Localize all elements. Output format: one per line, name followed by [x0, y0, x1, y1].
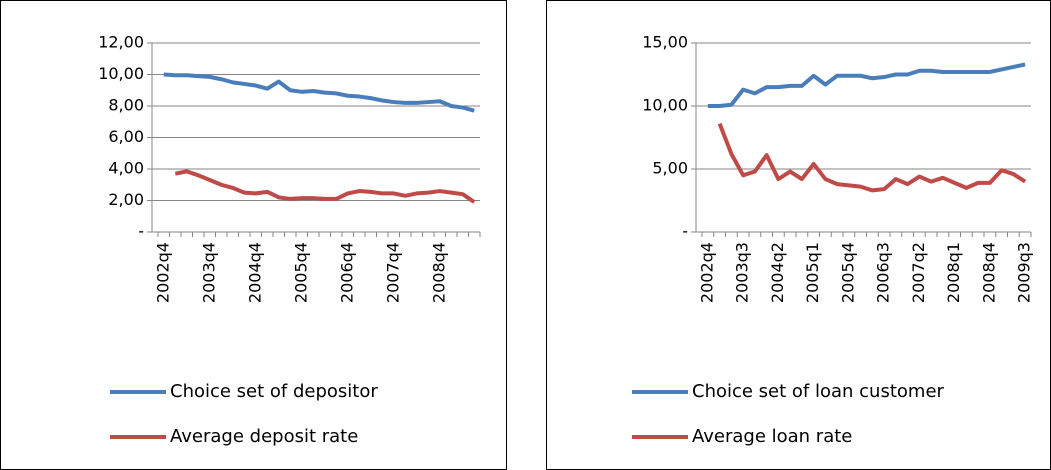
- chart-frame: [546, 0, 1051, 470]
- x-tick-label: 2004q4: [245, 242, 264, 303]
- legend-label: Average deposit rate: [170, 426, 358, 447]
- y-tick-label: 15,00: [642, 33, 688, 52]
- line-series: [174, 169, 476, 204]
- x-tick-label: 2002q4: [153, 242, 172, 303]
- line-series: [707, 62, 1026, 108]
- x-tick-label: 2003q3: [733, 242, 752, 303]
- x-tick-label: 2007q4: [383, 242, 402, 303]
- y-tick-label: 10,00: [98, 64, 144, 83]
- x-tick-label: 2006q4: [337, 242, 356, 303]
- x-tick-label: 2005q4: [838, 242, 857, 303]
- y-tick-label: 6,00: [108, 127, 144, 146]
- legend-label: Average loan rate: [692, 426, 852, 447]
- y-tick-label: 12,00: [98, 33, 144, 52]
- x-tick-label: 2004q2: [768, 242, 787, 303]
- x-tick-label: 2006q3: [874, 242, 893, 303]
- line-series: [163, 72, 475, 113]
- x-tick-label: 2009q3: [1015, 242, 1034, 303]
- line-series: [717, 122, 1027, 193]
- x-tick-label: 2007q2: [909, 242, 928, 303]
- y-tick-label: 10,00: [642, 96, 688, 115]
- y-tick-label: 5,00: [652, 159, 688, 178]
- x-tick-label: 2003q4: [199, 242, 218, 303]
- x-tick-label: 2008q1: [944, 242, 963, 303]
- legend-label: Choice set of depositor: [170, 381, 378, 402]
- y-tick-label: 8,00: [108, 96, 144, 115]
- y-tick-label: 4,00: [108, 159, 144, 178]
- x-tick-label: 2005q4: [291, 242, 310, 303]
- x-tick-label: 2002q4: [697, 242, 716, 303]
- y-tick-label: 2,00: [108, 190, 144, 209]
- legend-label: Choice set of loan customer: [692, 381, 945, 402]
- y-tick-label: -: [682, 222, 688, 241]
- y-tick-label: -: [138, 222, 144, 241]
- x-tick-label: 2005q1: [803, 242, 822, 303]
- x-tick-label: 2008q4: [429, 242, 448, 303]
- x-tick-label: 2008q4: [979, 242, 998, 303]
